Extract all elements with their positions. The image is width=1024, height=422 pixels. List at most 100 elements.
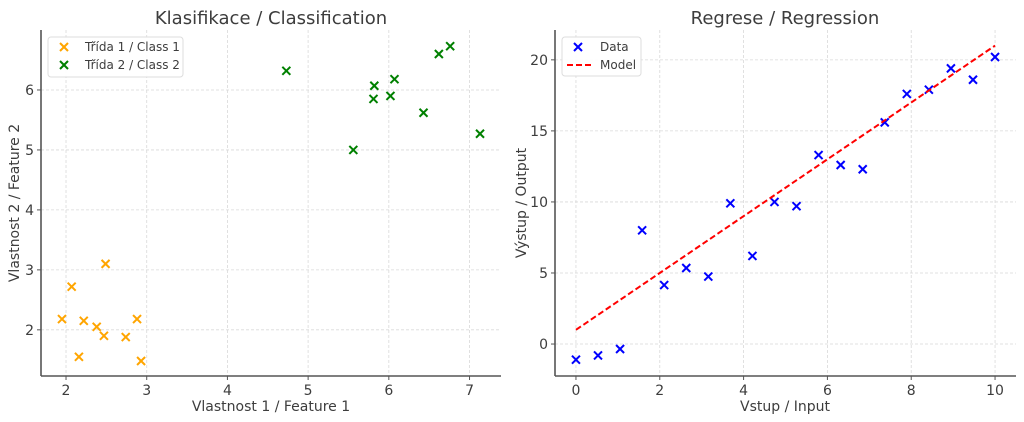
marker-stroke xyxy=(99,331,109,341)
x-tick-label: 4 xyxy=(223,383,232,399)
y-axis-label: Vlastnost 2 / Feature 2 xyxy=(7,124,23,282)
legend-item-model: Model xyxy=(567,58,636,72)
marker-stroke xyxy=(369,81,380,91)
marker-stroke xyxy=(59,60,69,70)
y-tick-label: 0 xyxy=(539,337,548,353)
marker-stroke xyxy=(434,49,444,59)
y-tick-label: 10 xyxy=(530,195,548,211)
marker-stroke xyxy=(968,75,978,85)
legend: Třída 1 / Class 1 Třída 2 / Class 2 xyxy=(47,36,184,78)
marker-stroke xyxy=(445,41,455,51)
x-tick-label: 3 xyxy=(142,383,151,399)
marker-stroke xyxy=(681,263,691,273)
y-tick-label: 3 xyxy=(25,263,34,279)
x-tick-label: 2 xyxy=(62,383,71,399)
marker-stroke xyxy=(57,314,67,324)
data-points xyxy=(571,44,1000,365)
marker-stroke xyxy=(385,91,396,101)
marker-stroke xyxy=(389,74,400,84)
marker-stroke xyxy=(703,271,714,282)
marker-stroke xyxy=(615,344,625,354)
data-point xyxy=(880,117,890,128)
marker-stroke xyxy=(857,164,868,174)
marker-stroke xyxy=(725,198,736,209)
marker-stroke xyxy=(281,66,292,76)
marker-stroke xyxy=(74,352,84,362)
x-tick-label: 0 xyxy=(571,383,580,399)
data-point xyxy=(835,160,846,170)
data-point xyxy=(445,41,455,51)
y-axis-label: Výstup / Output xyxy=(514,147,530,258)
marker-stroke xyxy=(946,63,956,74)
legend-marker-glyph xyxy=(59,42,69,52)
marker-stroke xyxy=(475,129,485,139)
x-tick-label: 6 xyxy=(384,383,393,399)
data-point xyxy=(725,198,736,209)
data-point xyxy=(79,316,89,326)
legend-label: Třída 2 / Class 2 xyxy=(84,58,180,72)
data-point xyxy=(593,350,603,361)
marker-stroke xyxy=(573,42,583,52)
data-point xyxy=(99,331,109,341)
chart-title: Regrese / Regression xyxy=(691,8,880,29)
data-point xyxy=(66,281,77,292)
marker-stroke xyxy=(747,251,758,261)
marker-stroke xyxy=(902,89,912,99)
marker-stroke xyxy=(132,314,142,324)
data-point xyxy=(968,75,978,85)
data-point xyxy=(434,49,444,59)
marker-stroke xyxy=(368,94,379,104)
marker-stroke xyxy=(637,225,647,236)
data-point xyxy=(121,332,131,342)
data-point xyxy=(791,201,802,211)
marker-stroke xyxy=(990,52,1000,62)
data-points xyxy=(57,41,485,366)
marker-stroke xyxy=(348,145,359,155)
data-point xyxy=(74,352,84,362)
data-point xyxy=(637,225,647,236)
data-point xyxy=(369,81,380,91)
marker-stroke xyxy=(571,354,581,365)
marker-stroke xyxy=(59,42,69,52)
x-tick-label: 4 xyxy=(739,383,748,399)
data-point xyxy=(681,263,691,273)
legend-item-class-1: Třída 1 / Class 1 xyxy=(59,40,180,54)
data-point xyxy=(57,314,67,324)
x-tick-label: 7 xyxy=(465,383,474,399)
legend-label: Data xyxy=(600,40,629,54)
y-tick-label: 6 xyxy=(25,83,34,99)
data-point xyxy=(747,251,758,261)
data-point xyxy=(571,354,581,365)
legend-box xyxy=(47,36,184,78)
marker-stroke xyxy=(659,280,669,290)
classification-chart: 2 3 4 5 6 7 2 3 4 5 6 Klasifikace / Classification… xyxy=(7,8,501,415)
y-tick-label: 15 xyxy=(530,124,548,140)
x-tick-label: 6 xyxy=(823,383,832,399)
legend-marker-glyph xyxy=(59,60,69,70)
legend-label: Model xyxy=(600,58,636,72)
data-point xyxy=(769,197,780,207)
data-point xyxy=(813,150,824,160)
y-tick-label: 5 xyxy=(539,266,548,282)
data-point xyxy=(91,322,102,332)
data-point xyxy=(348,145,359,155)
x-tick-label: 2 xyxy=(655,383,664,399)
x-marker-icon xyxy=(573,42,583,52)
x-axis-label: Vstup / Input xyxy=(740,399,830,415)
x-tick-label: 10 xyxy=(986,383,1004,399)
marker-stroke xyxy=(813,150,824,160)
model-line xyxy=(575,44,996,331)
marker-stroke xyxy=(79,316,89,326)
ticks: 0 2 4 6 8 10 0 5 10 15 20 xyxy=(530,53,1004,399)
data-point xyxy=(136,356,146,366)
ticks: 2 3 4 5 6 7 2 3 4 5 6 xyxy=(25,83,474,399)
data-point xyxy=(389,74,400,84)
legend-item-class-2: Třída 2 / Class 2 xyxy=(59,58,180,72)
data-point xyxy=(946,63,956,74)
legend-label: Třída 1 / Class 1 xyxy=(84,40,180,54)
marker-stroke xyxy=(593,350,603,361)
x-marker-icon xyxy=(59,42,69,52)
data-point xyxy=(475,129,485,139)
marker-stroke xyxy=(121,332,131,342)
marker-stroke xyxy=(100,259,111,269)
